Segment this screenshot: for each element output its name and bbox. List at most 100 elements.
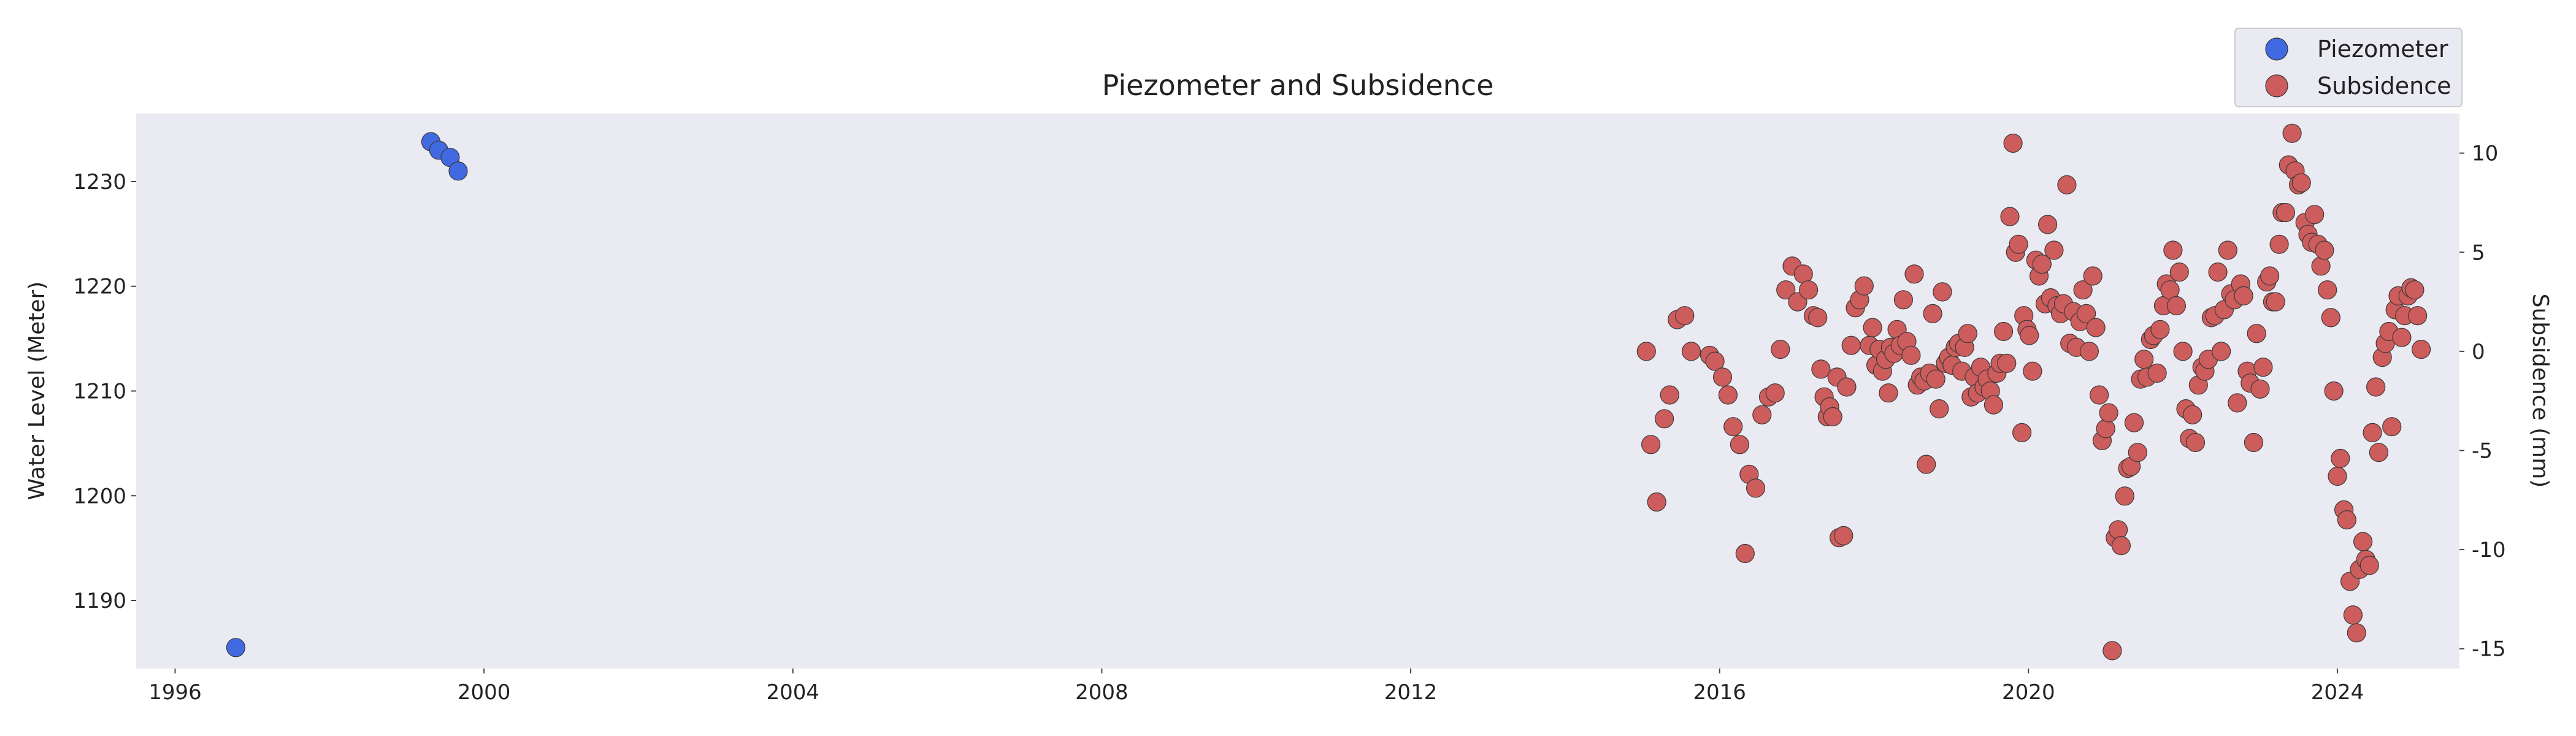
- subsidence-point: [2315, 240, 2334, 260]
- subsidence-point: [1901, 345, 1921, 365]
- y-tick-label: 1190: [73, 589, 126, 613]
- x-tick-label: 1996: [148, 680, 202, 705]
- subsidence-point: [1675, 306, 1695, 326]
- chart-title: Piezometer and Subsidence: [1102, 69, 1494, 102]
- subsidence-point: [2038, 215, 2058, 234]
- subsidence-point: [1917, 454, 1936, 474]
- subsidence-point: [1730, 435, 1749, 454]
- subsidence-point: [1994, 321, 2014, 342]
- subsidence-point: [1765, 383, 1785, 403]
- subsidence-point: [2032, 255, 2052, 274]
- legend: Piezometer Subsidence: [2234, 28, 2463, 107]
- subsidence-point: [2392, 328, 2412, 347]
- subsidence-point: [1771, 339, 1790, 359]
- y-tick-label: 1210: [73, 380, 126, 404]
- subsidence-point: [2169, 263, 2189, 282]
- subsidence-point: [2366, 377, 2386, 397]
- subsidence-point: [1712, 367, 1733, 387]
- subsidence-point: [2275, 203, 2295, 223]
- subsidence-point: [2266, 292, 2285, 312]
- legend-marker-piezometer: [2265, 37, 2288, 61]
- subsidence-point: [2163, 240, 2183, 260]
- subsidence-point: [2057, 175, 2077, 194]
- subsidence-point: [2208, 263, 2228, 282]
- subsidence-point: [1854, 276, 1874, 296]
- subsidence-point: [1923, 304, 1942, 323]
- subsidence-point: [2343, 605, 2363, 625]
- subsidence-point: [2408, 306, 2428, 326]
- subsidence-point: [2134, 350, 2154, 369]
- subsidence-point: [2305, 205, 2325, 224]
- subsidence-point: [2150, 320, 2170, 339]
- x-tick-label: 2004: [766, 680, 819, 705]
- plot-area-background: [136, 113, 2459, 669]
- subsidence-point: [2173, 342, 2193, 361]
- subsidence-point: [1811, 359, 1831, 379]
- y2-tick-label: -5: [2472, 439, 2493, 463]
- subsidence-point: [2321, 308, 2340, 328]
- subsidence-point: [2109, 520, 2128, 540]
- subsidence-point: [1723, 417, 1743, 437]
- subsidence-point: [2023, 361, 2042, 381]
- subsidence-point: [1746, 478, 1766, 498]
- piezometer-points: [226, 132, 468, 657]
- subsidence-point: [2090, 385, 2109, 405]
- subsidence-point: [1752, 405, 1772, 424]
- subsidence-point: [1788, 292, 1807, 312]
- y-axis-left: 1190 1200 1210 1220 1230: [73, 170, 136, 613]
- subsidence-point: [1660, 385, 1679, 405]
- y-axis-title: Water Level (Meter): [25, 282, 50, 500]
- subsidence-points: [1636, 123, 2431, 661]
- y2-tick-label: -15: [2472, 637, 2506, 662]
- subsidence-point: [2185, 432, 2206, 453]
- subsidence-point: [2347, 623, 2366, 643]
- subsidence-point: [2212, 342, 2231, 361]
- subsidence-point: [1776, 280, 1796, 300]
- piezometer-point: [448, 161, 468, 181]
- subsidence-point: [1837, 377, 1857, 397]
- subsidence-point: [2012, 423, 2032, 443]
- y2-tick-label: 0: [2472, 340, 2485, 364]
- subsidence-point: [1984, 395, 2003, 415]
- subsidence-point: [1863, 318, 1882, 337]
- subsidence-point: [1641, 435, 1661, 454]
- subsidence-point: [1636, 342, 1656, 361]
- subsidence-point: [2405, 280, 2425, 300]
- subsidence-point: [2103, 641, 2122, 661]
- subsidence-point: [2228, 393, 2247, 413]
- subsidence-point: [2412, 339, 2431, 359]
- subsidence-point: [2003, 133, 2023, 153]
- subsidence-point: [2083, 266, 2103, 286]
- subsidence-point: [2077, 304, 2096, 323]
- subsidence-point: [2128, 443, 2147, 462]
- legend-frame: [2234, 28, 2463, 107]
- subsidence-point: [1834, 526, 1853, 546]
- subsidence-point: [2009, 234, 2028, 254]
- piezometer-point: [226, 638, 246, 657]
- subsidence-point: [1933, 282, 1952, 302]
- y-tick-label: 1220: [73, 275, 126, 299]
- y2-axis-title: Subsidence (mm): [2528, 294, 2553, 488]
- x-axis: 1996 2000 2004 2008 2012 2016 2020 2024: [148, 669, 2364, 705]
- subsidence-point: [2253, 358, 2273, 377]
- y2-tick-label: 5: [2472, 240, 2485, 265]
- legend-label-piezometer: Piezometer: [2317, 36, 2448, 63]
- subsidence-point: [2382, 417, 2402, 437]
- subsidence-point: [2318, 280, 2337, 300]
- subsidence-point: [2363, 423, 2382, 443]
- x-tick-label: 2008: [1075, 680, 1129, 705]
- subsidence-point: [1799, 280, 1819, 300]
- subsidence-point: [2147, 363, 2167, 383]
- subsidence-point: [2244, 432, 2263, 453]
- x-tick-label: 2024: [2311, 680, 2364, 705]
- subsidence-point: [2000, 207, 2020, 226]
- subsidence-point: [2073, 280, 2093, 300]
- subsidence-point: [2183, 405, 2202, 424]
- x-tick-label: 2016: [1693, 680, 1746, 705]
- subsidence-point: [1647, 492, 1666, 512]
- subsidence-point: [2099, 403, 2118, 423]
- y-tick-label: 1200: [73, 484, 126, 508]
- subsidence-point: [2337, 510, 2356, 530]
- subsidence-point: [2250, 379, 2270, 399]
